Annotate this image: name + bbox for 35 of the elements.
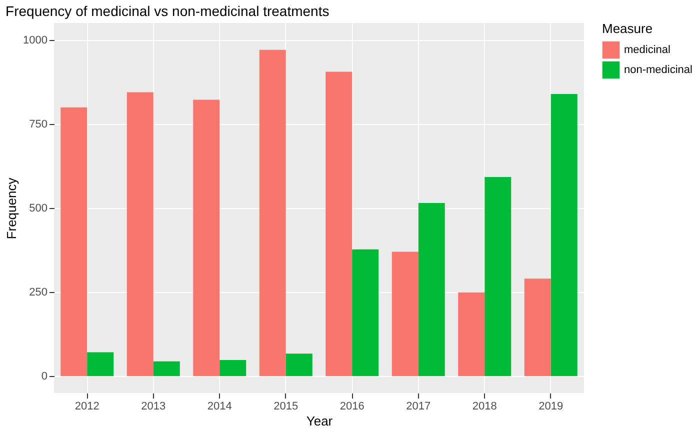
x-tick-label: 2014 [207, 400, 232, 412]
x-tick-label: 2019 [538, 400, 564, 412]
bar [87, 352, 114, 376]
x-tick-label: 2012 [74, 400, 100, 412]
x-axis-title: Year [306, 414, 334, 428]
x-tick-label: 2016 [340, 400, 364, 412]
y-tick-label: 0 [41, 370, 48, 383]
x-tick-label: 2018 [472, 400, 497, 412]
legend-label: non-medicinal [624, 64, 692, 76]
bar [392, 252, 418, 376]
x-tick-label: 2017 [406, 400, 431, 412]
bar [326, 72, 352, 376]
bar [550, 94, 578, 376]
bar [286, 354, 312, 376]
y-tick-label: 750 [29, 118, 48, 130]
bar [126, 92, 154, 376]
legend-title: Measure [602, 21, 653, 36]
y-tick-label: 500 [29, 202, 48, 214]
bar [352, 249, 379, 376]
y-tick-label: 250 [29, 286, 48, 299]
legend-label: medicinal [624, 44, 670, 56]
bar [418, 202, 445, 376]
bar [60, 107, 88, 376]
y-axis-title: Frequency [4, 177, 20, 240]
bar [458, 292, 485, 376]
x-tick-label: 2015 [274, 400, 298, 412]
bar [153, 361, 180, 376]
bar [220, 360, 246, 376]
x-tick-label: 2013 [141, 400, 166, 412]
y-tick-label: 1000 [23, 34, 48, 46]
bar [484, 177, 512, 376]
bar [193, 100, 220, 376]
chart-title: Frequency of medicinal vs non-medicinal treatments [6, 3, 330, 19]
bar [524, 278, 551, 376]
bar [259, 50, 286, 376]
